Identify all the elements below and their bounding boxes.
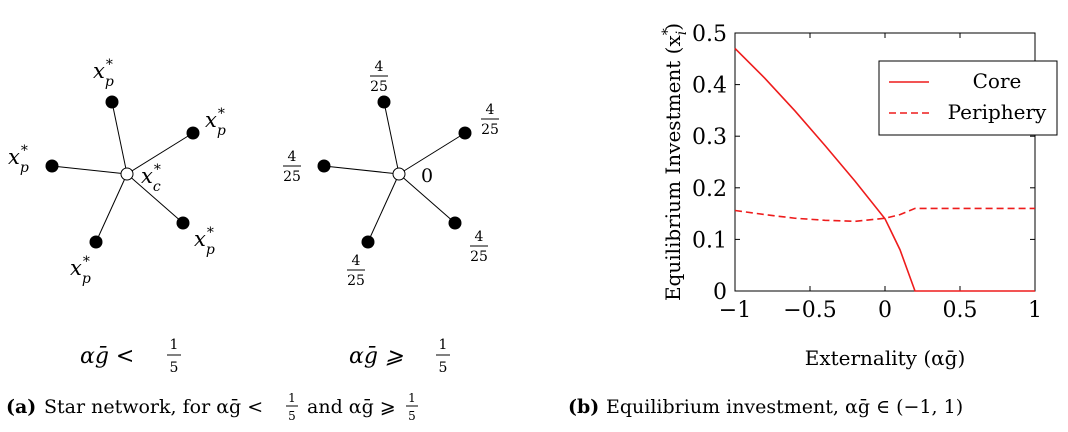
svg-text:25: 25 [481, 122, 499, 138]
periphery-label: x* p [8, 143, 29, 176]
periphery-node [448, 216, 462, 230]
svg-text:αḡ ⩾: αḡ ⩾ [349, 344, 404, 369]
svg-text:5: 5 [170, 360, 179, 376]
star-network-right: 4 25 4 25 4 25 0 4 25 4 [283, 59, 499, 289]
core-node [120, 167, 134, 181]
x-tick-label: 0.5 [943, 298, 978, 323]
edge [398, 132, 466, 175]
edge [367, 173, 400, 243]
edge [398, 173, 456, 224]
svg-text:1: 1 [288, 391, 296, 405]
svg-text:4: 4 [475, 229, 484, 245]
svg-text:1: 1 [170, 337, 179, 353]
periphery-node [458, 126, 472, 140]
svg-text:25: 25 [370, 79, 388, 95]
edge [111, 101, 128, 175]
y-tick-label: 0.2 [692, 177, 727, 202]
svg-text:25: 25 [283, 169, 301, 185]
svg-text:1: 1 [439, 337, 448, 353]
periphery-node [89, 235, 103, 249]
periphery-label: x* p [194, 225, 215, 258]
caption-b: (b) Equilibrium investment, αḡ ∈ (−1, 1) [568, 396, 963, 418]
periphery-label: x* p [70, 254, 91, 287]
svg-text:(a): (a) [6, 396, 36, 418]
svg-text:Star network, for αḡ <: Star network, for αḡ < [44, 396, 263, 418]
svg-text:4: 4 [486, 102, 495, 118]
svg-text:25: 25 [470, 249, 488, 265]
svg-text:25: 25 [347, 273, 365, 289]
edge [51, 165, 128, 175]
condition-right: αḡ ⩾ 1 5 [349, 337, 450, 376]
x-tick-label: −0.5 [783, 298, 836, 323]
legend: Core Periphery [878, 60, 1058, 136]
series-line-periphery [734, 207, 1035, 223]
periphery-node [317, 159, 331, 173]
periphery-node [176, 216, 190, 230]
axis-ticks: −1 −0.5 0 0.5 1 0 0.1 0.2 0.3 0.4 0.5 [692, 22, 1042, 323]
svg-text:4: 4 [288, 149, 297, 165]
edge [126, 173, 184, 224]
svg-text:and αḡ ⩾: and αḡ ⩾ [307, 396, 396, 418]
star-network-left: x* p x* p x* p x* c x* p x* p [8, 57, 226, 287]
periphery-node [45, 159, 59, 173]
core-value: 0 [421, 165, 433, 187]
edge [383, 101, 400, 175]
panel-a: x* p x* p x* p x* c x* p x* p 4 25 [6, 57, 499, 423]
caption-a: (a) Star network, for αḡ < 1 5 and αḡ ⩾ … [6, 391, 418, 423]
svg-text:5: 5 [408, 409, 416, 423]
edge [323, 165, 400, 175]
panel-b: −1 −0.5 0 0.5 1 0 0.1 0.2 0.3 0.4 0.5 Core Periphe… [568, 22, 1058, 418]
condition-left: αḡ < 1 5 [80, 337, 181, 376]
periphery-value-fraction: 4 25 [481, 102, 499, 138]
periphery-value-fraction: 4 25 [347, 253, 365, 289]
y-tick-label: 0.1 [692, 228, 727, 253]
series-lines [734, 47, 1035, 292]
x-tick-label: 1 [1028, 298, 1042, 323]
periphery-value-fraction: 4 25 [283, 149, 301, 185]
legend-box [878, 60, 1058, 136]
svg-text:4: 4 [375, 59, 384, 75]
svg-text:4: 4 [352, 253, 361, 269]
investment-chart: −1 −0.5 0 0.5 1 0 0.1 0.2 0.3 0.4 0.5 Core Periphe… [660, 22, 1058, 370]
svg-text:Equilibrium investment, αḡ ∈ (: Equilibrium investment, αḡ ∈ (−1, 1) [606, 396, 963, 418]
y-tick-label: 0.3 [692, 125, 727, 150]
periphery-value-fraction: 4 25 [470, 229, 488, 265]
svg-text:5: 5 [439, 360, 448, 376]
y-tick-label: 0.5 [692, 22, 727, 47]
x-axis-label: Externality (αḡ) [805, 346, 966, 370]
series-line-core [734, 47, 1035, 292]
legend-periphery-label: Periphery [948, 100, 1047, 124]
periphery-value-fraction: 4 25 [370, 59, 388, 95]
core-node [392, 167, 406, 181]
y-axis-label: Equilibrium Investment (x*i) [660, 23, 690, 301]
periphery-label: x* p [93, 57, 114, 90]
periphery-node [361, 235, 375, 249]
periphery-node [105, 95, 119, 109]
svg-text:αḡ <: αḡ < [80, 344, 134, 369]
y-tick-label: 0 [713, 280, 727, 305]
periphery-node [377, 95, 391, 109]
svg-text:1: 1 [408, 391, 416, 405]
edge [126, 132, 194, 175]
y-tick-label: 0.4 [692, 74, 727, 99]
svg-text:5: 5 [288, 409, 296, 423]
core-label: x* c [141, 162, 161, 195]
svg-text:(b): (b) [568, 396, 599, 418]
periphery-node [186, 126, 200, 140]
legend-core-label: Core [973, 69, 1022, 93]
x-tick-label: −1 [719, 298, 751, 323]
periphery-label: x* p [205, 106, 226, 139]
edge [95, 173, 128, 243]
x-tick-label: 0 [878, 298, 892, 323]
